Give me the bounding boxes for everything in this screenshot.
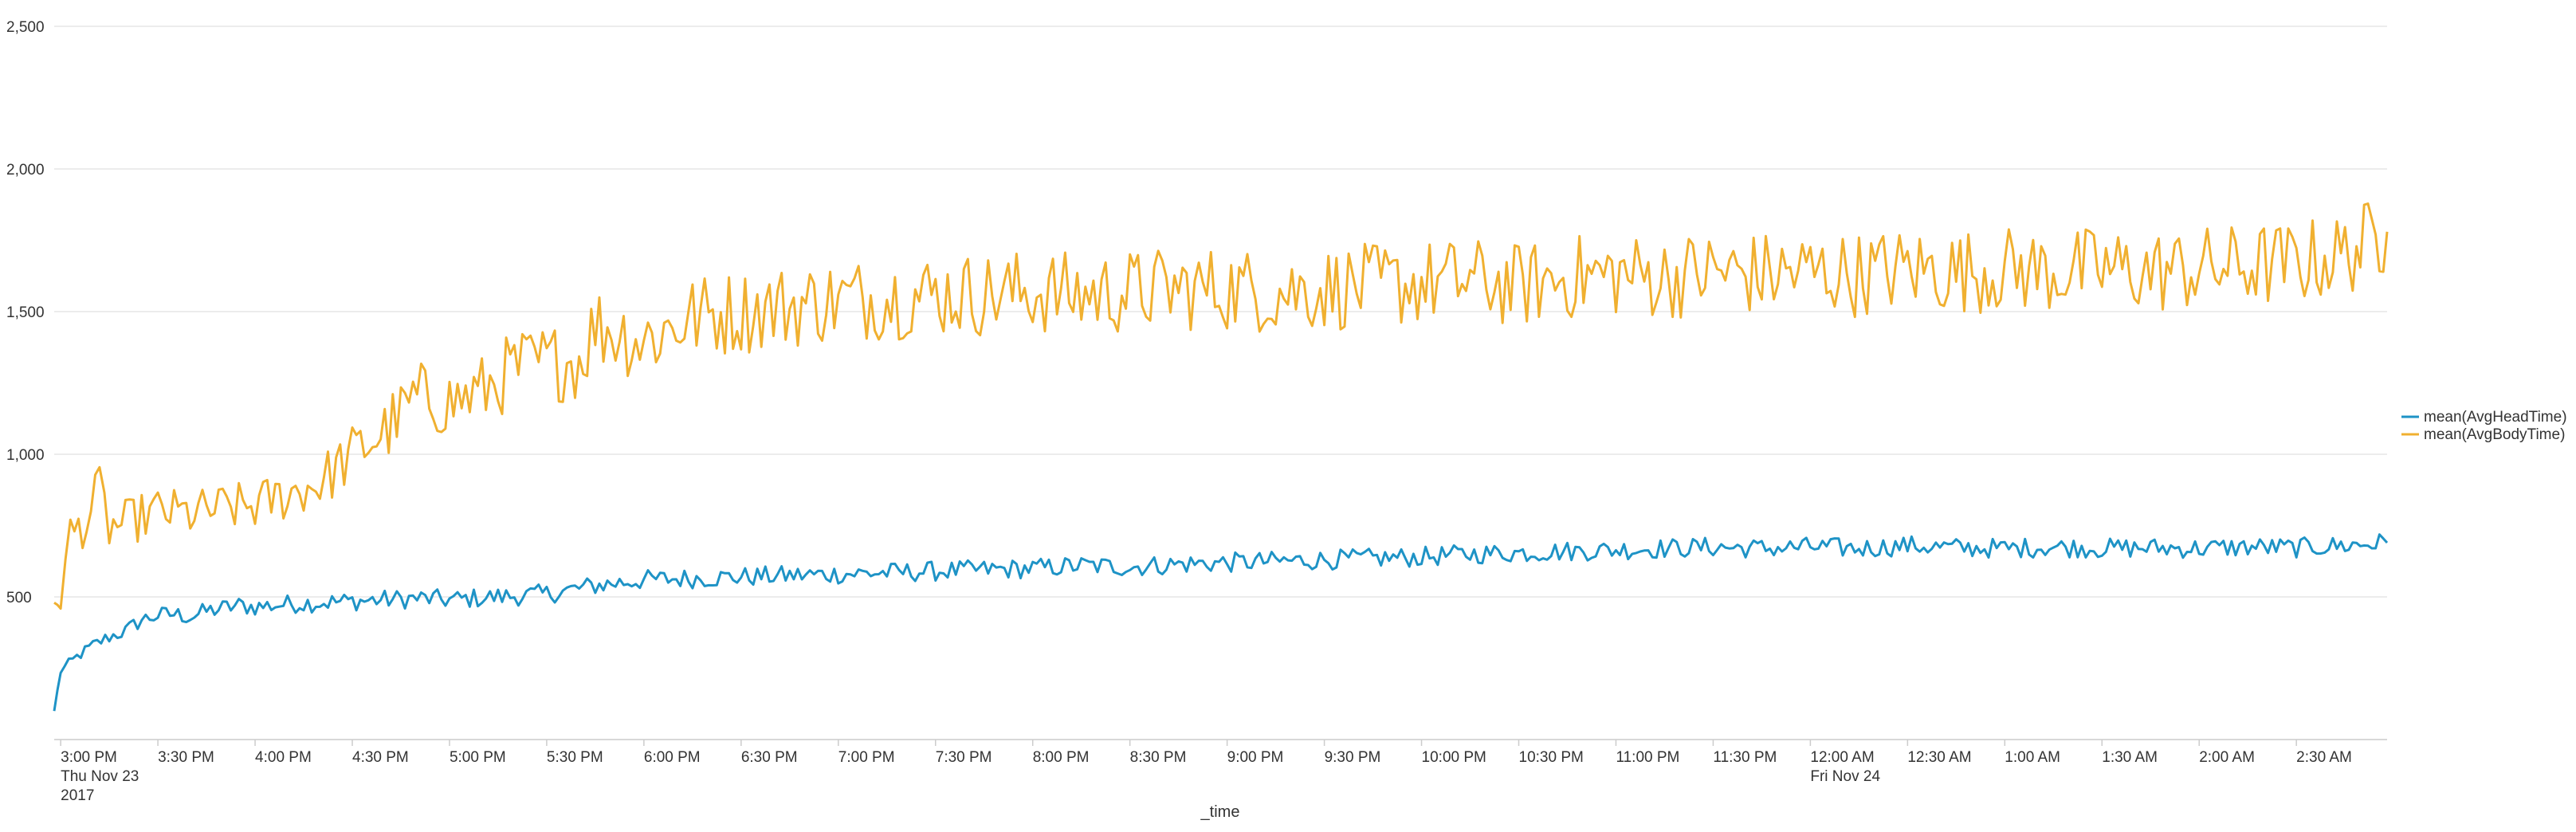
x-tick-label: 10:00 PM	[1422, 749, 1486, 766]
x-tick-label: 3:30 PM	[158, 749, 214, 766]
y-tick-label: 2,000	[6, 162, 45, 179]
x-tick-label: 4:30 PM	[352, 749, 409, 766]
legend-item[interactable]: mean(AvgBodyTime)	[2401, 426, 2565, 443]
y-tick-label: 1,500	[6, 304, 45, 321]
legend-item[interactable]: mean(AvgHeadTime)	[2401, 409, 2567, 426]
x-tick-label: 1:00 AM	[2005, 749, 2060, 766]
x-tick-sublabel: Thu Nov 23	[61, 768, 139, 785]
y-axis: 500 1,000 1,500 2,000 2,500	[6, 19, 45, 606]
x-tick-label: 8:00 PM	[1033, 749, 1090, 766]
legend-label: mean(AvgBodyTime)	[2424, 426, 2565, 443]
x-tick-label: 5:30 PM	[547, 749, 603, 766]
x-tick-label: 2:00 AM	[2199, 749, 2255, 766]
y-tick-label: 2,500	[6, 19, 45, 36]
x-tick-label: 7:30 PM	[936, 749, 992, 766]
x-tick-label: 10:30 PM	[1519, 749, 1584, 766]
x-tick-label: 6:30 PM	[741, 749, 798, 766]
x-tick-label: 9:30 PM	[1325, 749, 1381, 766]
x-tick-label: 8:30 PM	[1130, 749, 1187, 766]
x-tick-sublabel: Fri Nov 24	[1810, 768, 1880, 785]
x-tick-label: 2:30 AM	[2296, 749, 2352, 766]
legend[interactable]: mean(AvgHeadTime)mean(AvgBodyTime)	[2401, 409, 2567, 443]
x-tick-sublabel: 2017	[61, 787, 94, 804]
x-axis-title: _time	[1200, 803, 1240, 821]
series-lines	[53, 202, 2389, 712]
x-tick-label: 7:00 PM	[838, 749, 895, 766]
y-tick-label: 1,000	[6, 447, 45, 464]
series-line-avg-head-time[interactable]	[53, 533, 2389, 712]
x-tick-label: 6:00 PM	[644, 749, 701, 766]
x-tick-label: 9:00 PM	[1227, 749, 1284, 766]
x-tick-label: 11:30 PM	[1713, 749, 1777, 766]
x-tick-label: 11:00 PM	[1616, 749, 1679, 766]
x-tick-label: 12:30 AM	[1907, 749, 1971, 766]
x-tick-label: 4:00 PM	[255, 749, 312, 766]
x-tick-label: 1:30 AM	[2102, 749, 2158, 766]
x-tick-label: 5:00 PM	[450, 749, 506, 766]
x-axis: 3:00 PM Thu Nov 23 2017 3:30 PM 4:00 PM 4:30 …	[54, 739, 2387, 804]
y-tick-label: 500	[6, 590, 32, 606]
x-tick-label: 12:00 AM	[1810, 749, 1874, 766]
x-tick-label: 3:00 PM	[61, 749, 117, 766]
series-line-avg-body-time[interactable]	[53, 202, 2389, 610]
legend-label: mean(AvgHeadTime)	[2424, 409, 2567, 426]
